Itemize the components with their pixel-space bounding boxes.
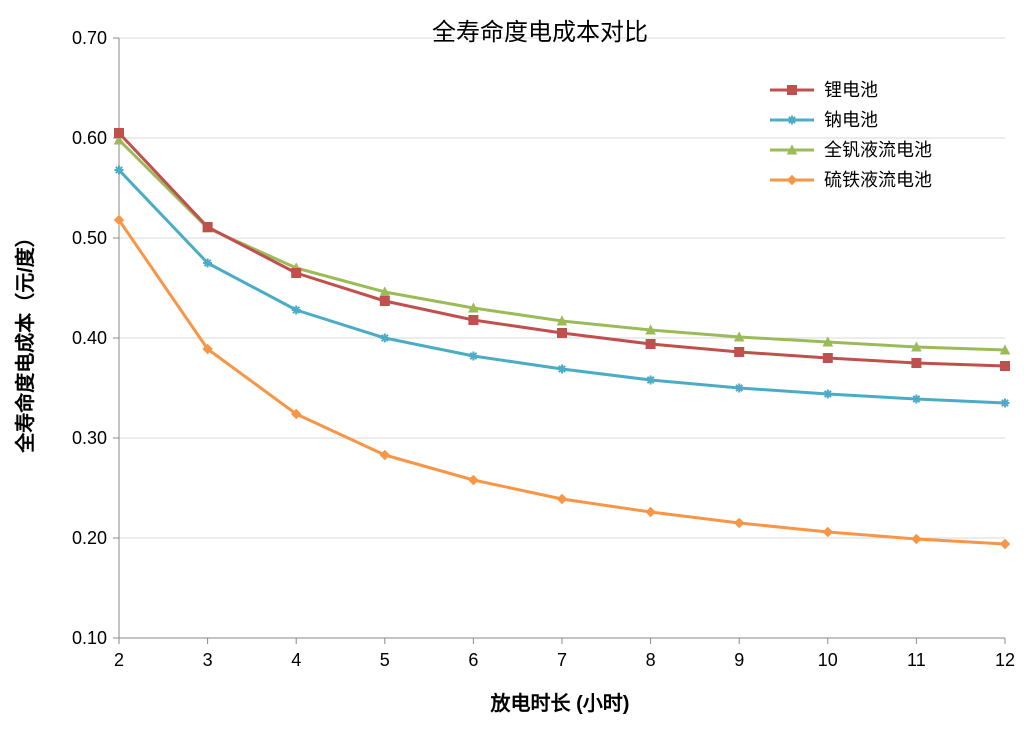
marker-square [558, 329, 567, 338]
marker-square [203, 223, 212, 232]
marker-square [380, 297, 389, 306]
x-tick-label: 12 [995, 650, 1015, 670]
x-tick-label: 2 [114, 650, 124, 670]
legend-label: 锂电池 [824, 80, 878, 100]
x-tick-label: 7 [557, 650, 567, 670]
y-tick-label: 0.70 [72, 28, 107, 48]
marker-square [912, 359, 921, 368]
marker-asterisk [788, 116, 797, 125]
x-tick-label: 6 [468, 650, 478, 670]
y-tick-label: 0.20 [72, 528, 107, 548]
marker-asterisk [380, 334, 389, 343]
marker-square [823, 354, 832, 363]
marker-square [788, 86, 797, 95]
x-axis-label: 放电时长 (小时) [490, 691, 630, 715]
marker-square [735, 348, 744, 357]
marker-square [1001, 362, 1010, 371]
marker-square [292, 269, 301, 278]
y-axis-label: 全寿命度电成本（元/度） [13, 227, 37, 454]
marker-square [646, 340, 655, 349]
y-tick-label: 0.50 [72, 228, 107, 248]
chart-container: 2 3 4 5 6 7 8 9 10 11 12 0.10 0.20 0.30 0.40 0.50 0.60 0.… [0, 0, 1024, 734]
x-tick-label: 5 [380, 650, 390, 670]
x-tick-label: 11 [907, 650, 926, 670]
marker-asterisk [292, 306, 301, 315]
y-tick-label: 0.40 [72, 328, 107, 348]
legend-label: 钠电池 [824, 110, 878, 130]
y-tick-label: 0.10 [72, 628, 107, 648]
marker-asterisk [469, 352, 478, 361]
x-tick-label: 4 [291, 650, 301, 670]
x-tick-label: 10 [818, 650, 838, 670]
marker-square [469, 316, 478, 325]
y-tick-label: 0.30 [72, 428, 107, 448]
marker-square [115, 129, 124, 138]
legend-label: 全钒液流电池 [824, 140, 932, 160]
x-tick-label: 8 [646, 650, 656, 670]
legend-label: 硫铁液流电池 [824, 170, 932, 190]
y-tick-label: 0.60 [72, 128, 107, 148]
x-tick-label: 9 [734, 650, 744, 670]
marker-asterisk [115, 166, 124, 175]
chart-title: 全寿命度电成本对比 [432, 19, 648, 46]
x-tick-label: 3 [203, 650, 213, 670]
marker-asterisk [203, 259, 212, 268]
marker-asterisk [558, 365, 567, 374]
marker-asterisk [1001, 399, 1010, 408]
line-chart: 2 3 4 5 6 7 8 9 10 11 12 0.10 0.20 0.30 0.40 0.50 0.60 0.… [0, 0, 1024, 734]
